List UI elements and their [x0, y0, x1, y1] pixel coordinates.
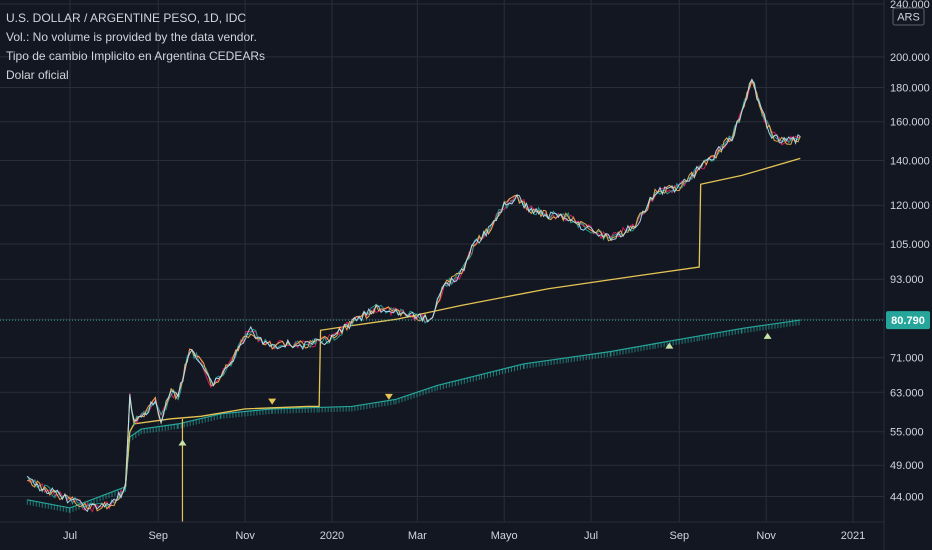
- grid-lines: [0, 0, 884, 522]
- plot-area[interactable]: [0, 78, 884, 522]
- price-tick-label: 71.000: [890, 353, 924, 365]
- price-tick-label: 240.000: [890, 0, 930, 11]
- time-tick-label: 2021: [841, 530, 865, 542]
- official-rate-line[interactable]: [124, 157, 801, 487]
- volume-note: Vol.: No volume is provided by the data …: [6, 30, 257, 44]
- currency-badge[interactable]: ARS: [892, 7, 925, 26]
- chart-legend: U.S. DOLLAR / ARGENTINE PESO, 1D, IDC Vo…: [6, 9, 265, 85]
- time-tick-label: 2020: [320, 530, 344, 542]
- price-tick-label: 180.000: [890, 83, 930, 95]
- signal-markers: [178, 332, 772, 446]
- implied-rate-line-b[interactable]: [26, 80, 801, 509]
- price-axis[interactable]: 240.000 200.000 180.000 160.000 140.000 120.0…: [890, 0, 930, 503]
- indicator-official-rate[interactable]: Dolar oficial: [6, 68, 69, 82]
- time-tick-label: Jul: [63, 530, 77, 542]
- currency-badge-box: [892, 7, 925, 26]
- time-axis[interactable]: Jul Sep Nov 2020 Mar Mayo Jul Sep Nov 2021: [63, 530, 865, 542]
- time-tick-label: Jul: [584, 530, 598, 542]
- price-tick-label: 105.000: [890, 239, 930, 251]
- price-tick-label: 140.000: [890, 155, 930, 167]
- price-tick-label: 49.000: [890, 460, 924, 472]
- price-tick-label: 93.000: [890, 274, 924, 286]
- sell-marker: [384, 393, 393, 400]
- indicator-implied-rate[interactable]: Tipo de cambio Implicito en Argentina CE…: [6, 49, 266, 63]
- implied-rate-line-d[interactable]: [26, 78, 801, 513]
- price-tick-label: 55.000: [890, 427, 924, 439]
- current-price-tag-bg: [886, 311, 930, 330]
- buy-marker: [763, 332, 772, 339]
- sell-marker: [268, 398, 277, 405]
- price-tick-label: 120.000: [890, 200, 930, 212]
- price-tick-label: 44.000: [890, 491, 924, 503]
- time-tick-label: Mayo: [491, 530, 518, 542]
- currency-badge-label: ARS: [897, 12, 920, 24]
- price-tick-label: 200.000: [890, 52, 930, 64]
- time-tick-label: Nov: [756, 530, 776, 542]
- time-tick-label: Mar: [408, 530, 427, 542]
- buy-marker: [665, 342, 674, 349]
- usd-ars-line[interactable]: [27, 319, 801, 509]
- price-tick-label: 63.000: [890, 387, 924, 399]
- symbol-title[interactable]: U.S. DOLLAR / ARGENTINE PESO, 1D, IDC: [6, 11, 247, 25]
- current-price-label: 80.790: [891, 315, 925, 327]
- buy-marker: [178, 439, 187, 446]
- time-tick-label: Sep: [670, 530, 690, 542]
- time-tick-label: Nov: [235, 530, 255, 542]
- price-tick-label: 160.000: [890, 117, 930, 129]
- current-price-tag: 80.790: [886, 311, 930, 330]
- time-tick-label: Sep: [148, 530, 168, 542]
